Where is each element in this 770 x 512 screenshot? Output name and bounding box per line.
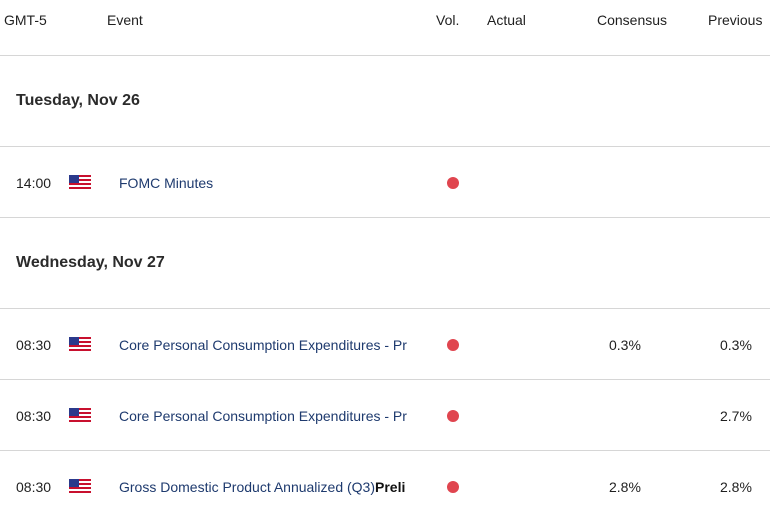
event-name-link[interactable]: Core Personal Consumption Expenditures -… bbox=[119, 408, 407, 424]
consensus-value: 2.8% bbox=[609, 479, 641, 495]
high-volatility-icon bbox=[447, 339, 459, 351]
previous-value: 0.3% bbox=[720, 337, 752, 353]
high-volatility-icon bbox=[447, 410, 459, 422]
row-divider bbox=[0, 217, 770, 218]
high-volatility-icon bbox=[447, 481, 459, 493]
event-time: 08:30 bbox=[16, 479, 52, 495]
row-divider bbox=[0, 146, 770, 147]
us-flag-icon bbox=[69, 175, 91, 189]
consensus-value: 0.3% bbox=[609, 337, 641, 353]
previous-value: 2.7% bbox=[720, 408, 752, 424]
col-header-actual: Actual bbox=[487, 12, 526, 28]
col-header-previous: Previous bbox=[708, 12, 763, 28]
event-name-link[interactable]: FOMC Minutes bbox=[119, 175, 214, 191]
event-time: 08:30 bbox=[16, 337, 52, 353]
day-heading: Tuesday, Nov 26 bbox=[16, 92, 140, 109]
high-volatility-icon bbox=[447, 177, 459, 189]
header-divider bbox=[0, 55, 770, 56]
event-name-link[interactable]: Core Personal Consumption Expenditures -… bbox=[119, 337, 407, 353]
event-name-suffix: Preli bbox=[375, 479, 406, 495]
us-flag-icon bbox=[69, 408, 91, 422]
event-time: 08:30 bbox=[16, 408, 52, 424]
row-divider bbox=[0, 308, 770, 309]
col-header-timezone: GMT-5 bbox=[4, 12, 47, 28]
col-header-consensus: Consensus bbox=[597, 12, 668, 28]
row-divider bbox=[0, 450, 770, 451]
row-divider bbox=[0, 379, 770, 380]
event-name: Gross Domestic Product Annualized (Q3) bbox=[119, 479, 375, 495]
event-time: 14:00 bbox=[16, 175, 52, 191]
event-name-link[interactable]: Gross Domestic Product Annualized (Q3)Pr… bbox=[119, 479, 447, 495]
day-heading: Wednesday, Nov 27 bbox=[16, 254, 165, 271]
col-header-event: Event bbox=[107, 12, 143, 28]
previous-value: 2.8% bbox=[720, 479, 752, 495]
col-header-vol: Vol. bbox=[436, 12, 460, 28]
us-flag-icon bbox=[69, 337, 91, 351]
us-flag-icon bbox=[69, 479, 91, 493]
